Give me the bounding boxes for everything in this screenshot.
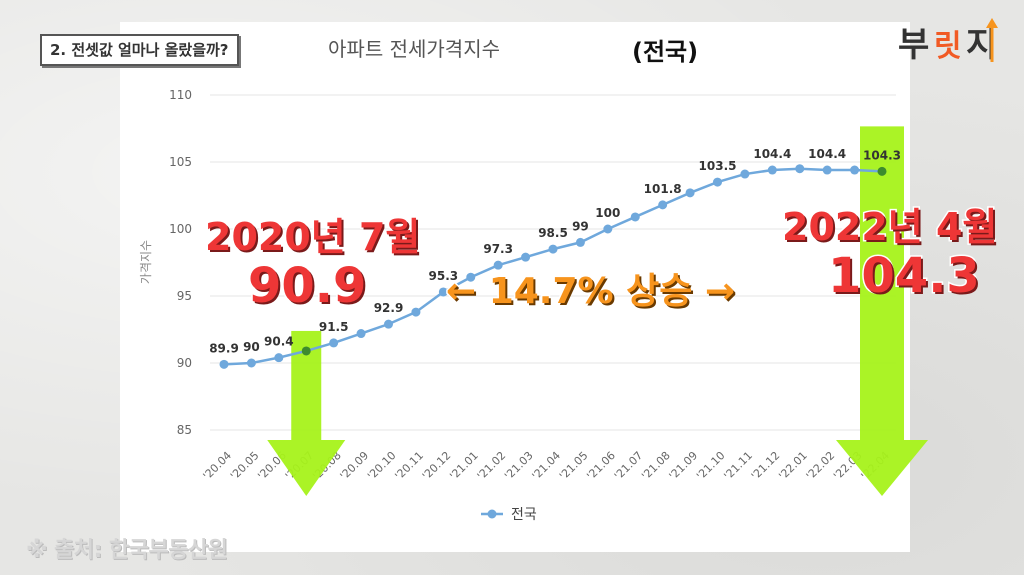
callout-left-value: 90.9	[246, 257, 367, 316]
data-point	[822, 165, 832, 175]
data-label: 95.3	[429, 269, 459, 283]
x-tick-label: '21.09	[667, 449, 701, 483]
data-point	[521, 252, 531, 262]
highlight-layer	[267, 126, 928, 496]
x-tick-label: '20.10	[365, 449, 399, 483]
data-label: 91.5	[319, 320, 349, 334]
data-label: 100	[595, 206, 620, 220]
data-point	[658, 200, 668, 210]
callout-right-date: 2022년 4월	[780, 204, 998, 251]
y-tick-label: 85	[177, 423, 192, 437]
data-point	[685, 188, 695, 198]
data-point	[493, 260, 503, 270]
x-tick-label: '21.05	[557, 449, 591, 483]
data-label: 89.9	[209, 341, 239, 355]
data-point	[438, 287, 448, 297]
x-tick-label: '21.08	[639, 449, 673, 483]
data-point	[246, 358, 256, 368]
x-tick-label: '20.04	[201, 449, 235, 483]
data-point	[575, 237, 585, 247]
x-tick-label: '21.02	[475, 449, 509, 483]
y-tick-label: 90	[177, 356, 192, 370]
data-point	[466, 272, 476, 282]
data-point	[740, 169, 750, 179]
x-tick-label: '22.02	[804, 449, 838, 483]
legend-marker	[487, 509, 497, 519]
data-label: 92.9	[374, 301, 404, 315]
data-point	[274, 353, 284, 363]
x-tick-label: '20.12	[420, 449, 454, 483]
chart-panel	[120, 22, 910, 552]
highlight-arrowhead	[836, 440, 928, 496]
x-tick-label: '20.09	[338, 449, 372, 483]
callout-change: ← 14.7% 상승 →	[444, 270, 736, 314]
x-tick-label: '20.05	[228, 449, 262, 483]
y-axis-label: 가격지수	[139, 240, 153, 284]
y-tick-label: 105	[169, 155, 192, 169]
y-tick-label: 110	[169, 88, 192, 102]
series-layer	[219, 164, 887, 369]
data-point	[877, 166, 887, 176]
legend-label: 전국	[511, 507, 537, 523]
x-tick-label: '22.01	[776, 449, 810, 483]
data-point	[713, 177, 722, 187]
x-tick-label: '21.06	[584, 449, 618, 483]
x-tick-label: '21.10	[694, 449, 728, 483]
data-label: 104.4	[753, 147, 791, 161]
x-tick-label: '20.11	[392, 449, 426, 483]
data-point	[603, 224, 613, 234]
x-tick-label: '21.11	[721, 449, 755, 483]
data-point	[548, 244, 558, 254]
data-point	[356, 329, 366, 339]
legend: 전국	[481, 507, 537, 523]
data-point	[850, 165, 860, 175]
x-tick-label: '21.12	[749, 449, 783, 483]
y-tick-label: 100	[169, 222, 192, 236]
data-point	[301, 346, 311, 356]
data-point	[411, 307, 421, 317]
label-layer: 89.9 90 90.4 91.5 92.9 95.3 97.3 98.5 99 100 101.8…	[209, 147, 901, 355]
x-tick-label: '21.01	[447, 449, 481, 483]
logo-char-1: 부	[898, 25, 929, 65]
logo-char-2: 릿	[934, 29, 962, 64]
chart-title-emphasis: (전국)	[632, 38, 698, 66]
data-point	[219, 359, 229, 369]
section-tag: 2. 전셋값 얼마나 올랐을까?	[40, 34, 239, 66]
source-note: ※ 출처: 한국부동산원	[26, 538, 228, 563]
data-label: 101.8	[644, 182, 682, 196]
data-label: 90.4	[264, 335, 294, 349]
data-point	[384, 319, 393, 329]
y-tick-label: 95	[177, 289, 192, 303]
data-label: 99	[572, 219, 589, 233]
data-label: 90	[243, 340, 260, 354]
data-label: 104.3	[863, 148, 901, 162]
data-label: 98.5	[538, 226, 568, 240]
data-point	[795, 164, 805, 174]
highlight-bar	[860, 126, 904, 440]
data-point	[630, 212, 640, 222]
callout-right-value: 104.3	[827, 247, 982, 306]
data-point	[329, 338, 339, 348]
data-label: 104.4	[808, 147, 846, 161]
x-tick-label: '21.07	[612, 449, 646, 483]
data-label: 103.5	[699, 159, 737, 173]
data-label: 97.3	[483, 242, 513, 256]
callout-left-date: 2020년 7월	[203, 214, 421, 261]
brand-logo: 부 릿 지	[898, 18, 998, 65]
highlight-arrowhead	[267, 440, 346, 496]
logo-arrow-head	[986, 18, 998, 28]
x-tick-label: '21.04	[530, 449, 564, 483]
x-tick-label: '21.03	[502, 449, 536, 483]
data-point	[767, 165, 777, 175]
chart-title: 아파트 전세가격지수	[328, 37, 500, 61]
